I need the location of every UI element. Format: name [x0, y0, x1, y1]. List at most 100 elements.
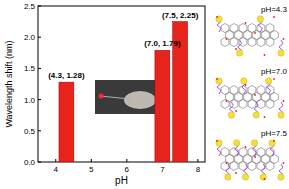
- lattice-ring: [257, 38, 265, 47]
- lattice-ring: [244, 31, 252, 40]
- particle: [228, 112, 234, 118]
- lattice-ring: [248, 38, 256, 47]
- particle: [241, 78, 247, 84]
- molecule-diagram: [216, 16, 285, 56]
- lattice-ring: [235, 93, 243, 102]
- ion: [283, 38, 285, 40]
- particle: [242, 174, 248, 180]
- y-tick-label: 1.5: [24, 64, 36, 73]
- bar: [59, 82, 74, 162]
- x-tick: [91, 159, 92, 162]
- particle: [216, 16, 222, 22]
- lattice-ring: [262, 155, 270, 164]
- inset-fiber: [100, 96, 130, 99]
- inset-laser: [99, 94, 104, 99]
- lattice-ring: [257, 100, 265, 109]
- ion: [264, 54, 266, 56]
- lattice-ring: [221, 86, 229, 95]
- particle: [278, 50, 284, 56]
- molecule-diagram: [216, 140, 285, 180]
- lattice-ring: [253, 155, 261, 164]
- ion: [226, 162, 228, 164]
- lattice-ring: [230, 148, 238, 157]
- lattice-ring: [266, 162, 274, 171]
- particle: [269, 140, 275, 146]
- particle: [216, 78, 222, 84]
- lattice-ring: [230, 162, 238, 171]
- lattice-ring: [248, 86, 256, 95]
- lattice-ring: [230, 38, 238, 47]
- x-axis-label: pH: [115, 175, 128, 186]
- particle: [251, 140, 257, 146]
- lattice-ring: [230, 86, 238, 95]
- y-tick: [38, 162, 41, 163]
- inset-hand: [124, 91, 156, 109]
- ion: [245, 146, 247, 148]
- plot-frame: [38, 6, 205, 162]
- inset-photo: [95, 80, 157, 114]
- lattice-ring: [226, 93, 234, 102]
- ion: [254, 156, 256, 158]
- lattice-ring: [239, 100, 247, 109]
- particle: [236, 50, 242, 56]
- lattice-ring: [235, 31, 243, 40]
- particle: [216, 140, 222, 146]
- particle: [253, 112, 259, 118]
- molecule-diagram: [216, 78, 285, 118]
- lattice-ring: [266, 24, 274, 33]
- x-tick-label: 5: [89, 165, 94, 174]
- lattice-ring: [248, 100, 256, 109]
- lattice-ring: [248, 162, 256, 171]
- lattice-ring: [221, 148, 229, 157]
- ph-label: pH=7.0: [261, 67, 288, 76]
- y-tick: [38, 6, 41, 7]
- x-tick-label: 7: [160, 165, 165, 174]
- lattice-ring: [257, 148, 265, 157]
- ion: [235, 110, 237, 112]
- x-tick: [197, 159, 198, 162]
- ion: [226, 100, 228, 102]
- lattice-ring: [239, 148, 247, 157]
- lattice-ring: [253, 93, 261, 102]
- ion: [283, 100, 285, 102]
- ion: [254, 32, 256, 34]
- lattice-ring: [266, 38, 274, 47]
- lattice-ring: [230, 24, 238, 33]
- ion: [245, 84, 247, 86]
- ph-label: pH=7.5: [261, 129, 288, 138]
- lattice-ring: [271, 155, 279, 164]
- lattice-ring: [221, 100, 229, 109]
- lattice-ring: [262, 93, 270, 102]
- ion: [254, 94, 256, 96]
- ph-label: pH=4.3: [261, 5, 288, 14]
- y-tick: [38, 68, 41, 69]
- particle: [234, 140, 240, 146]
- y-tick: [38, 37, 41, 38]
- particle: [278, 174, 284, 180]
- particle: [257, 16, 263, 22]
- lattice-ring: [221, 24, 229, 33]
- figure: 0.00.51.01.52.02.545678pHWavelength shif…: [0, 0, 289, 189]
- particle: [265, 78, 271, 84]
- ion: [235, 48, 237, 50]
- lattice-ring: [244, 93, 252, 102]
- y-tick: [38, 130, 41, 131]
- particle: [260, 174, 266, 180]
- lattice-ring: [226, 31, 234, 40]
- y-tick-label: 1.0: [24, 96, 36, 105]
- ion: [235, 172, 237, 174]
- lattice-ring: [248, 24, 256, 33]
- data-label: (7.0, 1.79): [144, 39, 181, 48]
- y-tick-label: 0.5: [24, 127, 36, 136]
- y-tick-label: 2.5: [24, 2, 36, 11]
- y-tick-label: 0.0: [24, 158, 36, 167]
- ion: [245, 22, 247, 24]
- y-tick-label: 2.0: [24, 33, 36, 42]
- x-tick: [55, 159, 56, 162]
- lattice-ring: [221, 38, 229, 47]
- ion: [226, 38, 228, 40]
- x-tick-label: 8: [196, 165, 201, 174]
- bar: [155, 50, 170, 162]
- ion: [283, 162, 285, 164]
- lattice-ring: [226, 155, 234, 164]
